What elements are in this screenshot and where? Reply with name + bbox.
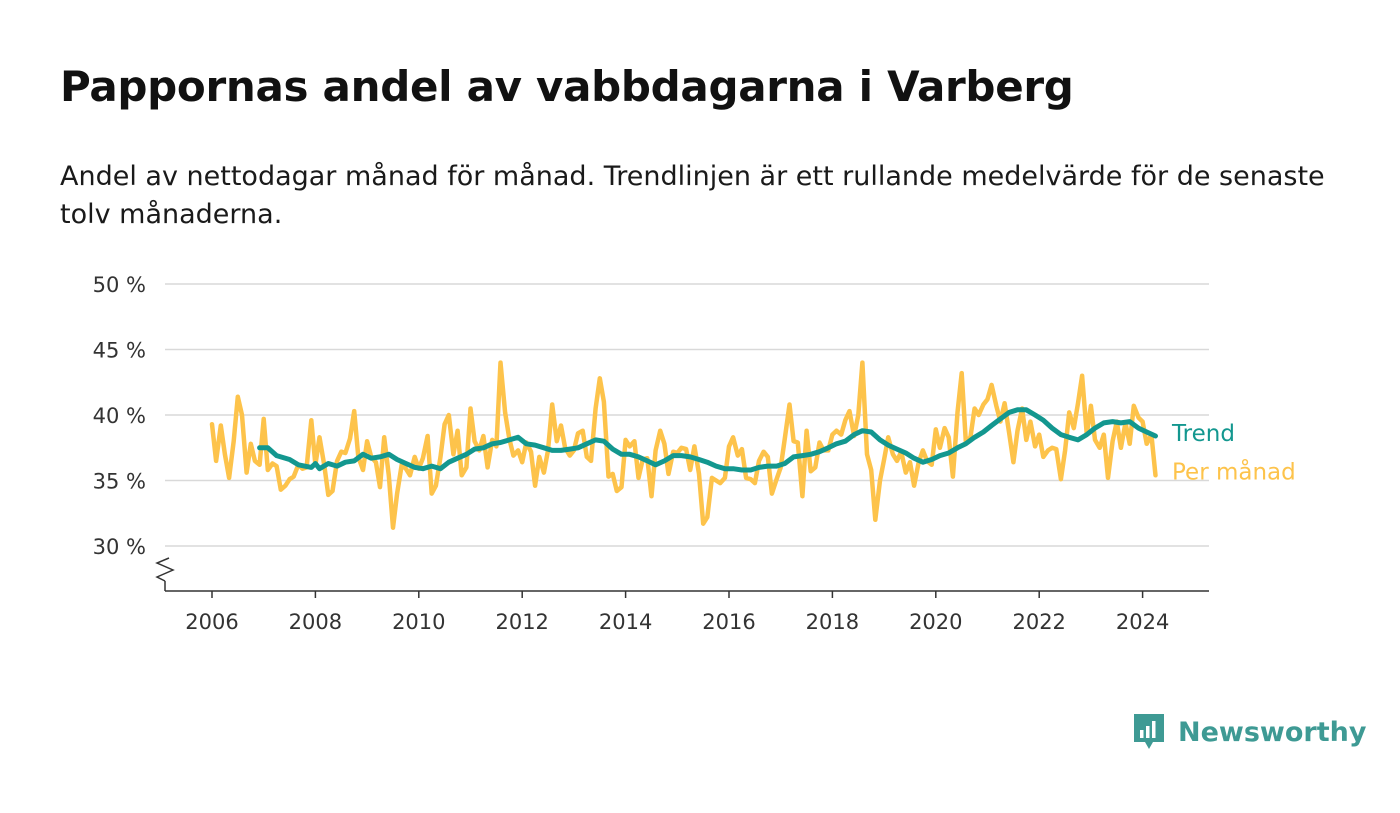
series-line-per-manad <box>209 360 1158 530</box>
y-tick-label: 45 % <box>93 339 146 363</box>
legend-label-per-manad: Per månad <box>1172 457 1296 485</box>
chart-subtitle: Andel av nettodagar månad för månad. Tre… <box>60 161 1325 230</box>
x-tick-label: 2020 <box>909 610 962 634</box>
y-tick-label: 50 % <box>93 273 146 297</box>
x-tick-label: 2022 <box>1012 610 1065 634</box>
chart-title: Pappornas andel av vabbdagarna i Varberg <box>60 62 1074 111</box>
newsworthy-logo-icon <box>1134 714 1164 749</box>
y-tick-label: 35 % <box>93 470 146 494</box>
x-tick-label: 2012 <box>495 610 548 634</box>
series-line-trend <box>257 407 1158 473</box>
x-tick-label: 2016 <box>702 610 755 634</box>
y-tick-label: 30 % <box>93 535 146 559</box>
x-tick-label: 2018 <box>806 610 859 634</box>
x-tick-label: 2006 <box>185 610 238 634</box>
y-axis-break-icon <box>155 557 175 582</box>
x-tick-label: 2024 <box>1116 610 1169 634</box>
y-tick-label: 40 % <box>93 404 146 428</box>
x-tick-label: 2014 <box>599 610 652 634</box>
brand-name: Newsworthy <box>1178 716 1367 748</box>
x-tick-label: 2008 <box>289 610 342 634</box>
brand-logo: Newsworthy <box>1132 710 1366 754</box>
legend-label-trend: Trend <box>1171 421 1235 447</box>
x-tick-label: 2010 <box>392 610 445 634</box>
